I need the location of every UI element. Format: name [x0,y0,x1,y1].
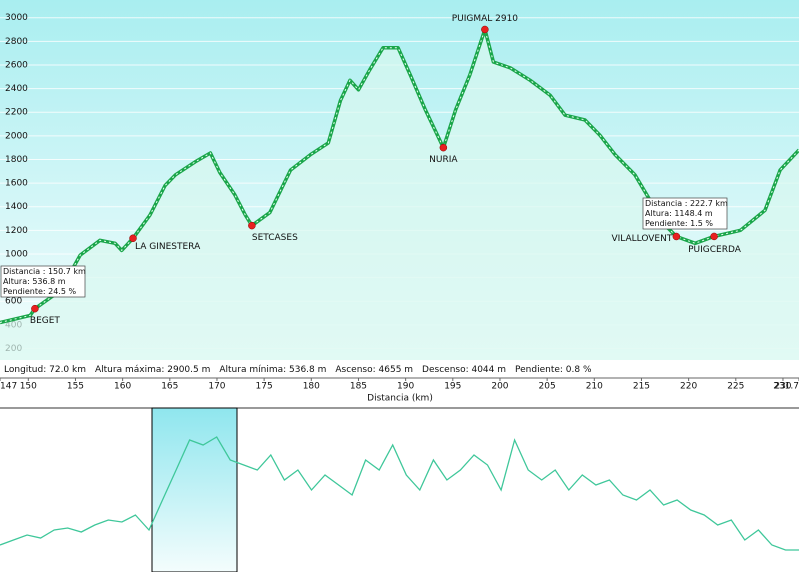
y-tick-label: 3000 [5,13,28,23]
y-tick-label: 2200 [5,108,28,118]
x-tick-label: 150 [20,382,37,392]
overview-selection[interactable] [151,407,238,572]
waypoint [481,25,489,34]
waypoint-label: BEGET [30,316,61,326]
x-tick-label: 205 [539,382,556,392]
waypoint-label: LA GINESTERA [135,242,201,252]
x-tick-label: 231.7 [773,382,799,392]
y-tick-label: 2800 [5,37,28,47]
waypoint [129,234,137,243]
tooltip-box [0,265,86,298]
x-tick-label: 185 [350,382,367,392]
tooltip-line: Altura: 536.8 m [3,277,66,286]
waypoint-label: PUIGCERDA [688,245,742,255]
x-tick-label: 215 [633,382,650,392]
waypoint [248,221,256,230]
x-tick-label: 230 [774,382,791,392]
waypoint [439,143,448,152]
x-tick-label: 175 [256,382,273,392]
y-tick-label: 2400 [5,84,28,94]
stat: Ascenso: 4655 m [335,365,413,375]
x-tick-label: 225 [727,382,744,392]
stat: Pendiente: 0.8 % [515,365,592,375]
axis-background [0,360,799,410]
y-tick-label: 1600 [5,179,28,189]
tooltip-line: Pendiente: 1.5 % [645,219,713,228]
x-tick-label: 160 [114,382,131,392]
y-tick-label: 1400 [5,202,28,212]
tooltip-line: Pendiente: 24.5 % [3,287,76,296]
x-tick-label: 195 [444,382,461,392]
waypoint [672,232,681,241]
x-tick-label: 190 [397,382,414,392]
line-dots [0,27,799,323]
y-tick-label: 1800 [5,155,28,165]
waypoint-label: SETCASES [252,233,298,243]
waypoint-label: NURIA [429,155,458,165]
waypoint-label: VILALLOVENT [611,234,672,244]
tooltip-line: Distancia : 222.7 km [645,199,728,208]
stat: Altura mínima: 536.8 m [219,365,326,375]
tooltip-line: Distancia : 150.7 km [3,267,86,276]
y-tick-label: 2000 [5,131,28,141]
x-axis-label: Distancia (km) [367,394,433,404]
x-tick-label: 165 [161,382,178,392]
x-tick-label: 200 [491,382,508,392]
overview-background [0,408,799,572]
x-tick-label: 155 [67,382,84,392]
y-tick-label: 600 [5,297,22,307]
x-tick-label: 170 [208,382,225,392]
stat: Longitud: 72.0 km [4,365,86,375]
waypoint [710,232,718,241]
x-tick-label: 180 [303,382,320,392]
y-tick-label: 1000 [5,249,28,259]
y-tick-label: 1200 [5,226,28,236]
waypoint-label: PUIGMAL 2910 [452,14,519,24]
x-tick-label: 220 [680,382,697,392]
area [0,29,799,360]
overview-line [0,436,799,551]
x-tick-label: 210 [586,382,603,392]
tooltip-box [642,197,728,230]
x-tick-label: 147 [0,382,17,392]
stat: Altura máxima: 2900.5 m [95,365,210,375]
tooltip-line: Altura: 1148.4 m [645,209,713,218]
stats: Longitud: 72.0 km Altura máxima: 2900.5 m… [4,365,592,375]
waypoint [31,304,39,313]
stat: Descenso: 4044 m [422,365,506,375]
y-tick-label: 2600 [5,60,28,70]
